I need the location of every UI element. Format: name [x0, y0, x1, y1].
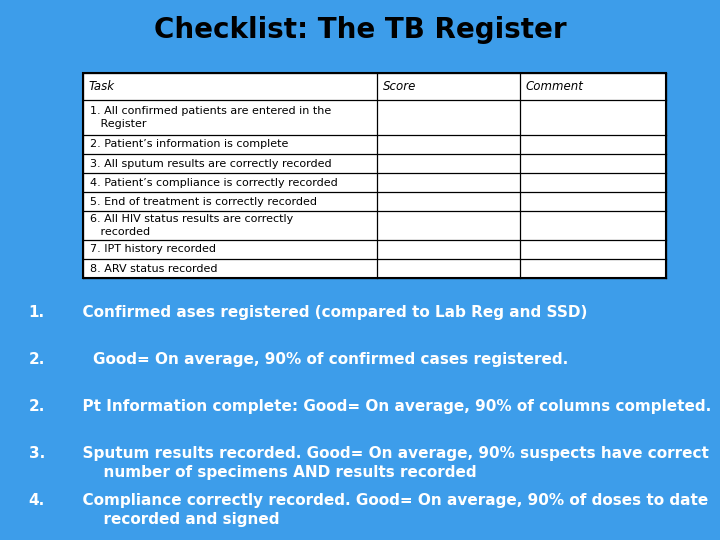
Text: Checklist: The TB Register: Checklist: The TB Register	[153, 16, 567, 44]
Text: 5. End of treatment is correctly recorded: 5. End of treatment is correctly recorde…	[90, 197, 317, 207]
Text: 2. Patient’s information is complete: 2. Patient’s information is complete	[90, 139, 289, 150]
Text: Pt Information complete: Good= On average, 90% of columns completed.: Pt Information complete: Good= On averag…	[72, 399, 711, 414]
Text: 3.: 3.	[29, 446, 45, 461]
Text: Score: Score	[383, 80, 416, 93]
Text: Confirmed ases registered (compared to Lab Reg and SSD): Confirmed ases registered (compared to L…	[72, 305, 588, 320]
Text: Compliance correctly recorded. Good= On average, 90% of doses to date
      reco: Compliance correctly recorded. Good= On …	[72, 493, 708, 526]
Text: Comment: Comment	[526, 80, 584, 93]
Text: 3. All sputum results are correctly recorded: 3. All sputum results are correctly reco…	[90, 159, 332, 168]
Text: Sputum results recorded. Good= On average, 90% suspects have correct
      numbe: Sputum results recorded. Good= On averag…	[72, 446, 709, 480]
Text: 6. All HIV status results are correctly
   recorded: 6. All HIV status results are correctly …	[90, 214, 293, 237]
Text: Task: Task	[89, 80, 114, 93]
Text: 7. IPT history recorded: 7. IPT history recorded	[90, 245, 216, 254]
Text: Good= On average, 90% of confirmed cases registered.: Good= On average, 90% of confirmed cases…	[72, 352, 568, 367]
Bar	[83, 73, 666, 278]
Text: 4.: 4.	[29, 493, 45, 508]
Text: 1.: 1.	[29, 305, 45, 320]
Text: 1. All confirmed patients are entered in the
   Register: 1. All confirmed patients are entered in…	[90, 106, 331, 129]
Text: 2.: 2.	[29, 352, 45, 367]
Text: 4. Patient’s compliance is correctly recorded: 4. Patient’s compliance is correctly rec…	[90, 178, 338, 188]
Text: 2.: 2.	[29, 399, 45, 414]
Text: 8. ARV status recorded: 8. ARV status recorded	[90, 264, 217, 274]
